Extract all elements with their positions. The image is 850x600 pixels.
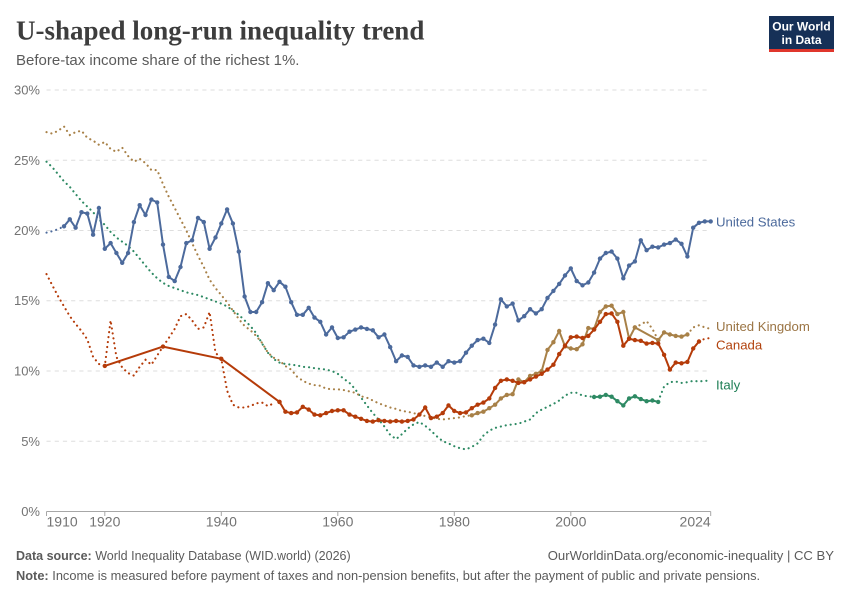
svg-text:1920: 1920 [89,514,120,530]
svg-text:in Data: in Data [781,33,821,47]
svg-text:2024: 2024 [680,514,711,530]
svg-text:Italy: Italy [716,378,741,393]
svg-text:1910: 1910 [47,514,78,530]
svg-text:15%: 15% [14,293,40,308]
svg-text:2000: 2000 [555,514,586,530]
svg-text:0%: 0% [21,504,40,519]
svg-text:Before-tax income share of the: Before-tax income share of the richest 1… [16,52,299,69]
svg-text:OurWorldinData.org/economic-in: OurWorldinData.org/economic-inequality |… [548,548,835,563]
svg-text:5%: 5% [21,434,40,449]
svg-text:1980: 1980 [439,514,470,530]
svg-text:20%: 20% [14,223,40,238]
svg-text:U-shaped long-run inequality t: U-shaped long-run inequality trend [16,16,424,46]
svg-text:25%: 25% [14,153,40,168]
svg-text:Canada: Canada [716,338,763,353]
svg-text:30%: 30% [14,83,40,98]
svg-text:Note: Income is measured befor: Note: Income is measured before payment … [16,568,760,583]
svg-text:Our World: Our World [772,20,830,34]
svg-text:United Kingdom: United Kingdom [716,319,810,334]
svg-text:10%: 10% [14,364,40,379]
svg-text:1940: 1940 [206,514,237,530]
svg-text:Data source: World Inequality: Data source: World Inequality Database (… [16,549,351,563]
svg-text:1960: 1960 [322,514,353,530]
svg-text:United States: United States [716,215,796,230]
